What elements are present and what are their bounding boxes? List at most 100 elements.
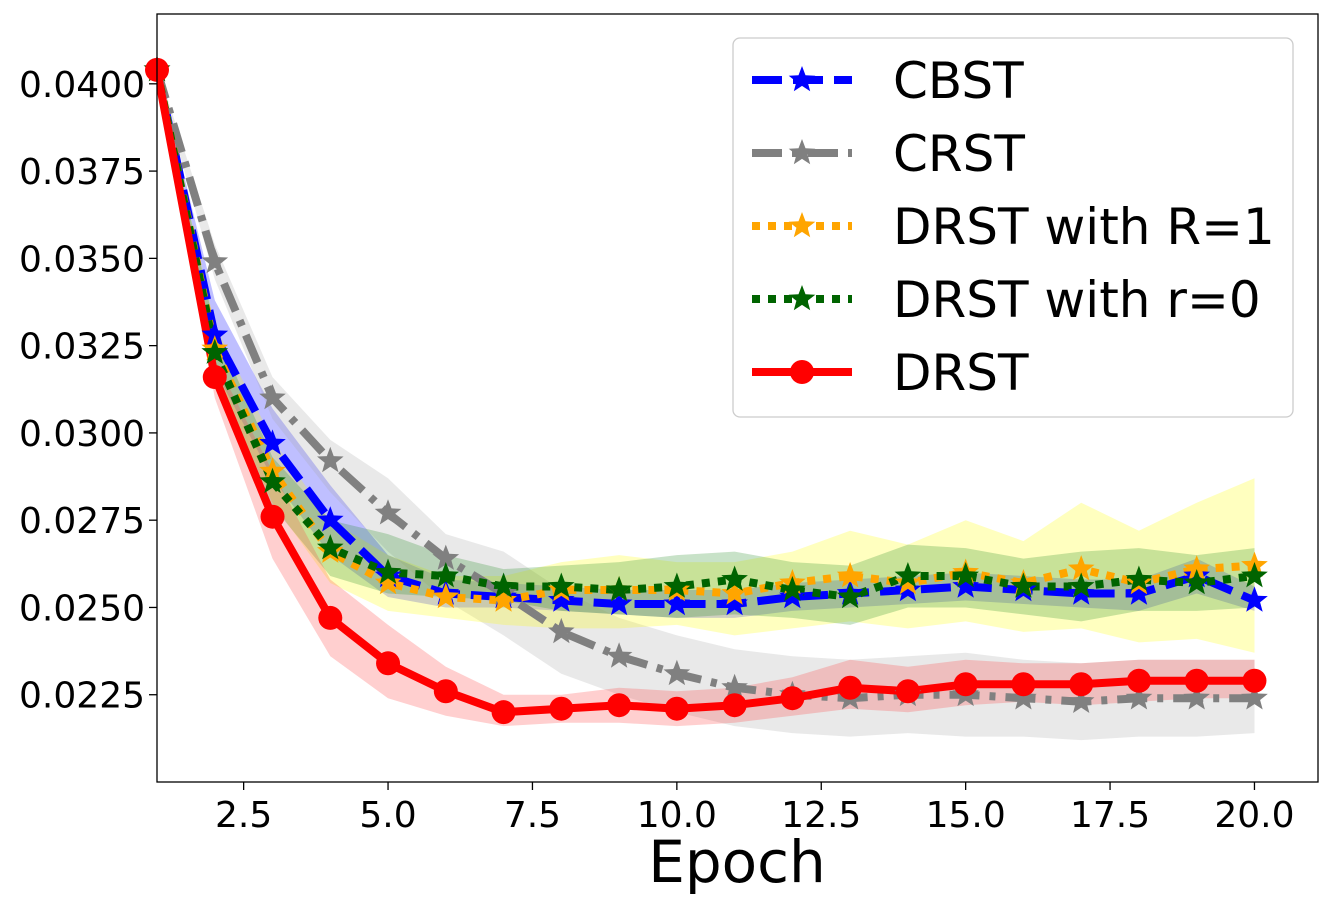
marker-crst xyxy=(317,446,344,473)
marker-drst-with-r-0 xyxy=(952,562,979,588)
legend-label-drst-with-r-0: DRST with r=0 xyxy=(893,271,1261,329)
x-tick-label: 20.0 xyxy=(1214,795,1294,836)
legend: CBST CRST DRST with R=1 DRST with r=0 DRST xyxy=(732,37,1294,418)
x-tick-label: 7.5 xyxy=(504,795,561,836)
series-lines xyxy=(157,68,1257,717)
y-tick-label: 0.0275 xyxy=(19,501,145,542)
marker-drst xyxy=(260,504,285,529)
marker-cbst xyxy=(259,429,286,455)
x-tick-label: 12.5 xyxy=(781,795,861,836)
marker-crst xyxy=(1010,684,1037,710)
marker-drst-with-r-1 xyxy=(1183,555,1210,581)
marker-drst-with-r-0 xyxy=(317,534,344,560)
marker-drst xyxy=(780,686,805,711)
marker-drst xyxy=(895,679,920,704)
x-tick-label: 10.0 xyxy=(637,795,717,836)
y-tick-label: 0.0350 xyxy=(19,239,145,280)
y-tick-label: 0.0300 xyxy=(19,414,145,455)
marker-drst xyxy=(607,693,632,718)
legend-marker-drst xyxy=(790,360,814,384)
marker-drst-with-r-0 xyxy=(259,467,286,494)
y-tick-label: 0.0250 xyxy=(19,588,145,629)
y-tick-label: 0.0400 xyxy=(19,65,145,106)
marker-drst xyxy=(1184,668,1209,693)
marker-drst-with-r-0 xyxy=(663,572,691,598)
marker-drst-with-r-1 xyxy=(1067,555,1095,581)
y-tick-label: 0.0325 xyxy=(19,327,145,368)
marker-crst xyxy=(721,673,748,700)
marker-cbst xyxy=(1241,586,1268,612)
marker-drst xyxy=(722,693,747,718)
line-cbst xyxy=(157,69,1257,608)
marker-drst-with-r-0 xyxy=(1241,562,1268,588)
x-axis-title: Epoch xyxy=(648,828,826,896)
marker-drst-with-r-0 xyxy=(836,583,864,609)
legend-marker-cbst xyxy=(788,66,816,92)
marker-drst xyxy=(664,696,689,721)
x-tick-label: 5.0 xyxy=(359,795,416,836)
legend-marker-drst-with-r-1 xyxy=(788,212,816,238)
marker-cbst xyxy=(605,590,633,616)
marker-drst-with-r-0 xyxy=(605,576,633,602)
marker-drst-with-r-0 xyxy=(779,576,806,602)
marker-drst xyxy=(318,605,343,630)
marker-drst-with-r-0 xyxy=(1183,569,1210,595)
marker-drst xyxy=(1126,668,1151,693)
x-axis-ticks: 2.5 5.0 7.5 10.0 12.5 15.0 17.5 20.0 xyxy=(215,782,1295,836)
marker-drst-with-r-0 xyxy=(201,338,229,364)
line-crst xyxy=(157,68,1255,706)
y-tick-label: 0.0225 xyxy=(19,676,145,717)
legend-marker-drst-with-r-0 xyxy=(788,285,816,311)
legend-label-drst-with-r-1: DRST with R=1 xyxy=(893,198,1275,256)
marker-crst xyxy=(1183,684,1210,710)
marker-drst xyxy=(433,679,458,704)
y-axis-ticks: 0.0225 0.0250 0.0275 0.0300 0.0325 0.0350 0.03… xyxy=(19,65,157,717)
band-drst-with-r-0 xyxy=(157,66,1255,625)
marker-crst xyxy=(432,544,460,570)
marker-drst-with-r-1 xyxy=(836,562,864,588)
marker-drst-with-r-0 xyxy=(894,562,922,588)
marker-crst xyxy=(605,642,633,668)
legend-label-cbst: CBST xyxy=(893,52,1024,110)
marker-cbst xyxy=(317,506,344,532)
marker-drst-with-r-1 xyxy=(374,569,402,595)
marker-drst xyxy=(953,672,978,697)
marker-crst xyxy=(201,247,229,274)
legend-label-drst: DRST xyxy=(893,344,1029,402)
marker-crst xyxy=(663,659,691,686)
marker-drst-with-r-0 xyxy=(374,558,402,584)
marker-drst-with-r-1 xyxy=(721,579,748,605)
marker-drst xyxy=(1011,672,1036,697)
legend-box xyxy=(732,37,1294,418)
marker-drst xyxy=(1242,668,1267,693)
marker-crst xyxy=(1241,684,1268,710)
marker-crst xyxy=(374,499,402,525)
line-drst-with-r-0 xyxy=(157,69,1255,601)
marker-drst xyxy=(202,365,227,390)
marker-drst-with-r-0 xyxy=(432,562,460,588)
legend-label-crst: CRST xyxy=(893,125,1025,183)
marker-crst xyxy=(259,384,286,410)
marker-drst-with-r-0 xyxy=(1067,572,1095,598)
marker-crst xyxy=(548,617,575,644)
marker-drst-with-r-0 xyxy=(721,565,748,591)
marker-drst-with-r-0 xyxy=(548,572,575,598)
y-tick-label: 0.0375 xyxy=(19,152,145,193)
marker-cbst xyxy=(721,590,748,616)
band-crst xyxy=(157,66,1255,741)
marker-drst-with-r-0 xyxy=(490,572,517,598)
legend-marker-crst xyxy=(788,139,816,165)
marker-drst xyxy=(376,651,401,676)
marker-drst xyxy=(491,700,516,725)
marker-crst xyxy=(1125,684,1153,710)
marker-cbst xyxy=(201,321,229,347)
marker-drst-with-r-0 xyxy=(1010,572,1037,598)
marker-drst xyxy=(1069,672,1094,697)
marker-crst xyxy=(1067,687,1095,713)
series-markers xyxy=(143,55,1268,725)
marker-drst xyxy=(549,696,574,721)
marker-cbst xyxy=(548,586,575,612)
x-tick-label: 2.5 xyxy=(215,795,272,836)
line-drst-with-r-1 xyxy=(157,69,1255,605)
